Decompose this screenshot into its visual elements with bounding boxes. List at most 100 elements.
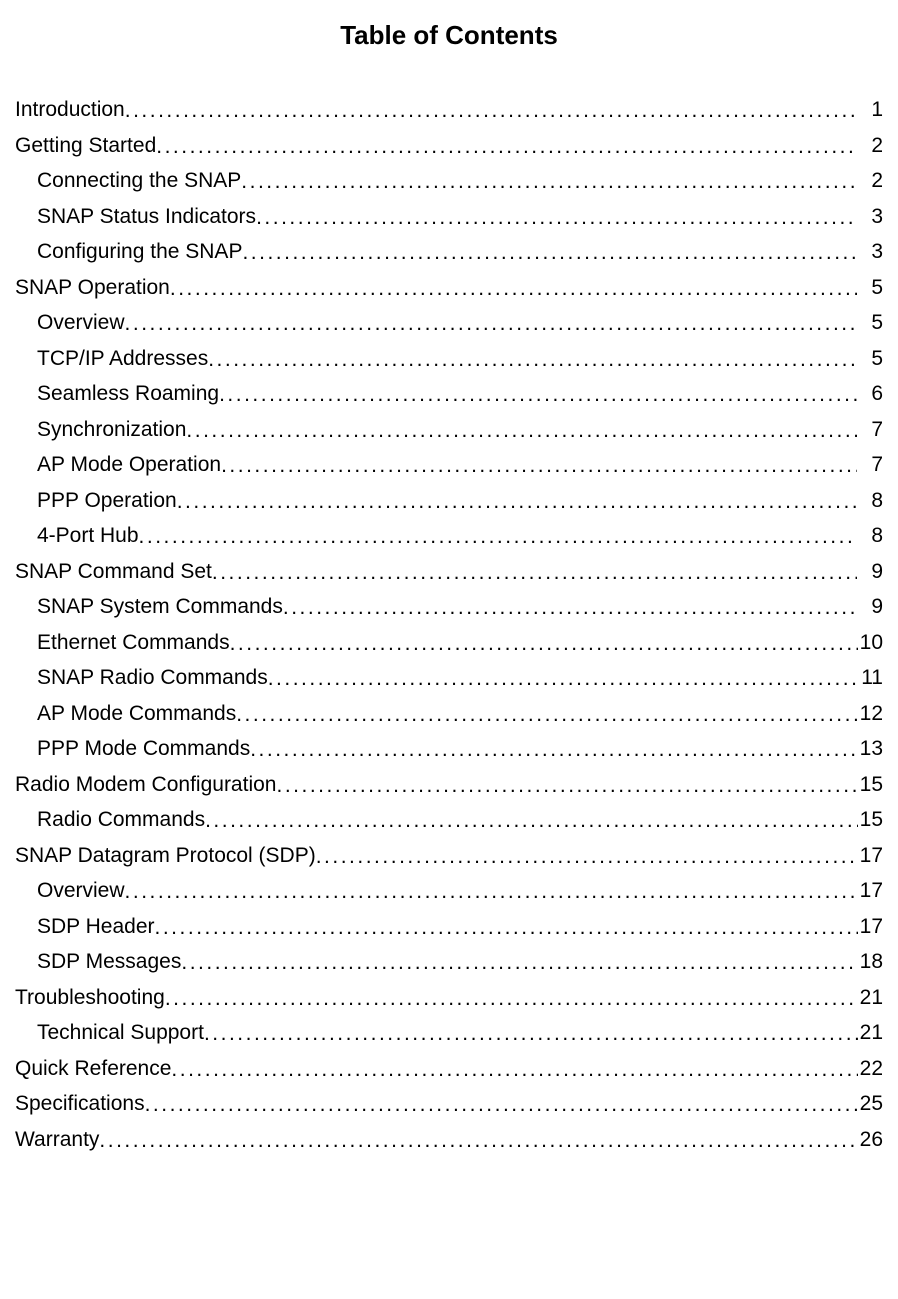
toc-entry: Radio Modem Configuration 15 [15,774,883,795]
toc-entry: SNAP Command Set 9 [15,561,883,582]
toc-entry: SDP Messages 18 [15,951,883,972]
toc-entry-page: 8 [857,525,883,546]
toc-entry-page: 12 [858,703,883,724]
toc-dot-leader [177,491,857,512]
toc-dot-leader [221,455,857,476]
toc-entry-page: 15 [858,809,883,830]
toc-entry-page: 10 [858,632,883,653]
toc-entry: Radio Commands 15 [15,809,883,830]
toc-entry: Introduction 1 [15,99,883,120]
toc-entry-page: 9 [857,561,883,582]
toc-entry-page: 13 [858,738,883,759]
toc-entry-page: 7 [857,454,883,475]
toc-entry-page: 1 [857,99,883,120]
toc-entry: AP Mode Commands 12 [15,703,883,724]
toc-entry-label: Radio Commands [37,809,205,830]
toc-entry-page: 17 [858,880,883,901]
toc-entry: Connecting the SNAP 2 [15,170,883,191]
toc-entry-page: 17 [858,845,883,866]
toc-entry-label: SNAP Command Set [15,561,212,582]
toc-entry-label: Ethernet Commands [37,632,230,653]
toc-entry-label: SNAP System Commands [37,596,283,617]
toc-entry-page: 18 [858,951,883,972]
toc-dot-leader [283,597,857,618]
toc-entry-page: 5 [857,348,883,369]
toc-entry-label: Overview [37,312,125,333]
toc-entry-label: SDP Messages [37,951,181,972]
toc-entry-label: Warranty [15,1129,99,1150]
toc-entry-label: SDP Header [37,916,155,937]
toc-entry: PPP Mode Commands 13 [15,738,883,759]
toc-dot-leader [219,384,857,405]
toc-title: Table of Contents [15,20,883,51]
toc-entry-page: 25 [858,1093,883,1114]
toc-entry: Warranty 26 [15,1129,883,1150]
toc-dot-leader [125,313,857,334]
toc-dot-leader [125,100,857,121]
toc-entry: Synchronization 7 [15,419,883,440]
toc-entry: SNAP Operation 5 [15,277,883,298]
toc-entry: Technical Support 21 [15,1022,883,1043]
toc-dot-leader [181,952,857,973]
toc-entry-page: 26 [858,1129,883,1150]
toc-entry-label: Seamless Roaming [37,383,219,404]
toc-entry-page: 3 [857,241,883,262]
toc-entry-label: Configuring the SNAP [37,241,242,262]
toc-entry-label: AP Mode Operation [37,454,221,475]
toc-entry-page: 9 [857,596,883,617]
toc-entry: SNAP Datagram Protocol (SDP)17 [15,845,883,866]
toc-entry-page: 11 [859,667,883,688]
toc-entry: SNAP Status Indicators 3 [15,206,883,227]
toc-entry-label: Quick Reference [15,1058,171,1079]
toc-entry-page: 2 [857,170,883,191]
toc-entry: Troubleshooting21 [15,987,883,1008]
toc-entry: AP Mode Operation 7 [15,454,883,475]
toc-entry: SNAP System Commands 9 [15,596,883,617]
toc-dot-leader [205,810,858,831]
toc-entry: 4-Port Hub 8 [15,525,883,546]
toc-entry-label: TCP/IP Addresses [37,348,208,369]
toc-entry-label: AP Mode Commands [37,703,236,724]
toc-entry-label: PPP Mode Commands [37,738,250,759]
toc-dot-leader [171,1059,857,1080]
toc-dot-leader [186,420,857,441]
toc-entry: Overview 17 [15,880,883,901]
toc-entry: Configuring the SNAP 3 [15,241,883,262]
toc-dot-leader [241,171,857,192]
toc-entry: Overview 5 [15,312,883,333]
toc-entry-page: 7 [857,419,883,440]
toc-entry: Ethernet Commands 10 [15,632,883,653]
toc-entry-page: 15 [858,774,883,795]
toc-entry-label: SNAP Radio Commands [37,667,268,688]
toc-dot-leader [155,917,858,938]
toc-entry-label: Troubleshooting [15,987,165,1008]
toc-entry-label: SNAP Status Indicators [37,206,256,227]
toc-entry-label: Specifications [15,1093,145,1114]
toc-entry-page: 21 [858,1022,883,1043]
toc-dot-leader [276,775,857,796]
toc-entry-label: Radio Modem Configuration [15,774,276,795]
toc-entry-label: Overview [37,880,125,901]
toc-dot-leader [250,739,857,760]
toc-entry: SNAP Radio Commands 11 [15,667,883,688]
toc-entry-page: 5 [857,277,883,298]
toc-entry: PPP Operation 8 [15,490,883,511]
toc-container: Introduction 1Getting Started 2Connectin… [15,99,883,1150]
toc-entry-label: SNAP Operation [15,277,170,298]
toc-dot-leader [139,526,857,547]
toc-entry-label: 4-Port Hub [37,525,139,546]
toc-entry: Specifications 25 [15,1093,883,1114]
toc-dot-leader [145,1094,858,1115]
toc-dot-leader [165,988,858,1009]
toc-entry-page: 3 [857,206,883,227]
toc-entry-page: 17 [858,916,883,937]
toc-entry-label: Connecting the SNAP [37,170,241,191]
toc-entry-label: Getting Started [15,135,156,156]
toc-dot-leader [242,242,857,263]
toc-entry-label: Technical Support [37,1022,204,1043]
toc-dot-leader [268,668,859,689]
toc-dot-leader [99,1130,857,1151]
toc-entry-page: 5 [857,312,883,333]
toc-entry-page: 22 [858,1058,883,1079]
toc-entry-page: 8 [857,490,883,511]
